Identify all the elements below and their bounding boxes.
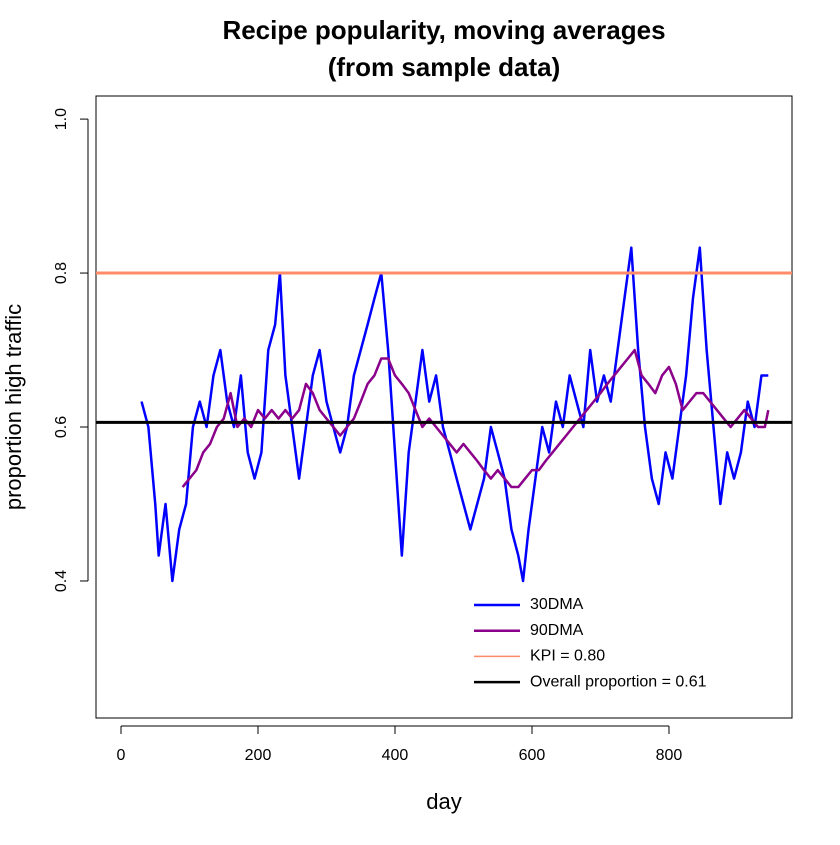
y-tick-label: 0.6 — [53, 416, 70, 438]
y-axis-label: proportion high traffic — [1, 304, 26, 510]
x-tick-label: 200 — [245, 747, 272, 764]
legend-label: Overall proportion = 0.61 — [530, 673, 707, 690]
plot-frame — [95, 95, 793, 719]
legend-label: 90DMA — [530, 622, 584, 639]
x-tick-label: 400 — [382, 747, 409, 764]
y-tick-label: 0.8 — [53, 262, 70, 284]
x-tick-label: 600 — [519, 747, 546, 764]
legend-label: 30DMA — [530, 596, 584, 613]
y-tick-label: 0.4 — [53, 570, 70, 592]
x-tick-label: 0 — [117, 747, 126, 764]
legend-label: KPI = 0.80 — [530, 648, 605, 665]
x-tick-label: 800 — [656, 747, 683, 764]
chart-title: Recipe popularity, moving averages — [222, 15, 665, 45]
data-line — [181, 348, 770, 489]
data-line — [140, 246, 769, 583]
chart-subtitle: (from sample data) — [328, 52, 561, 82]
x-axis-label: day — [426, 789, 461, 814]
y-tick-label: 1.0 — [53, 108, 70, 130]
